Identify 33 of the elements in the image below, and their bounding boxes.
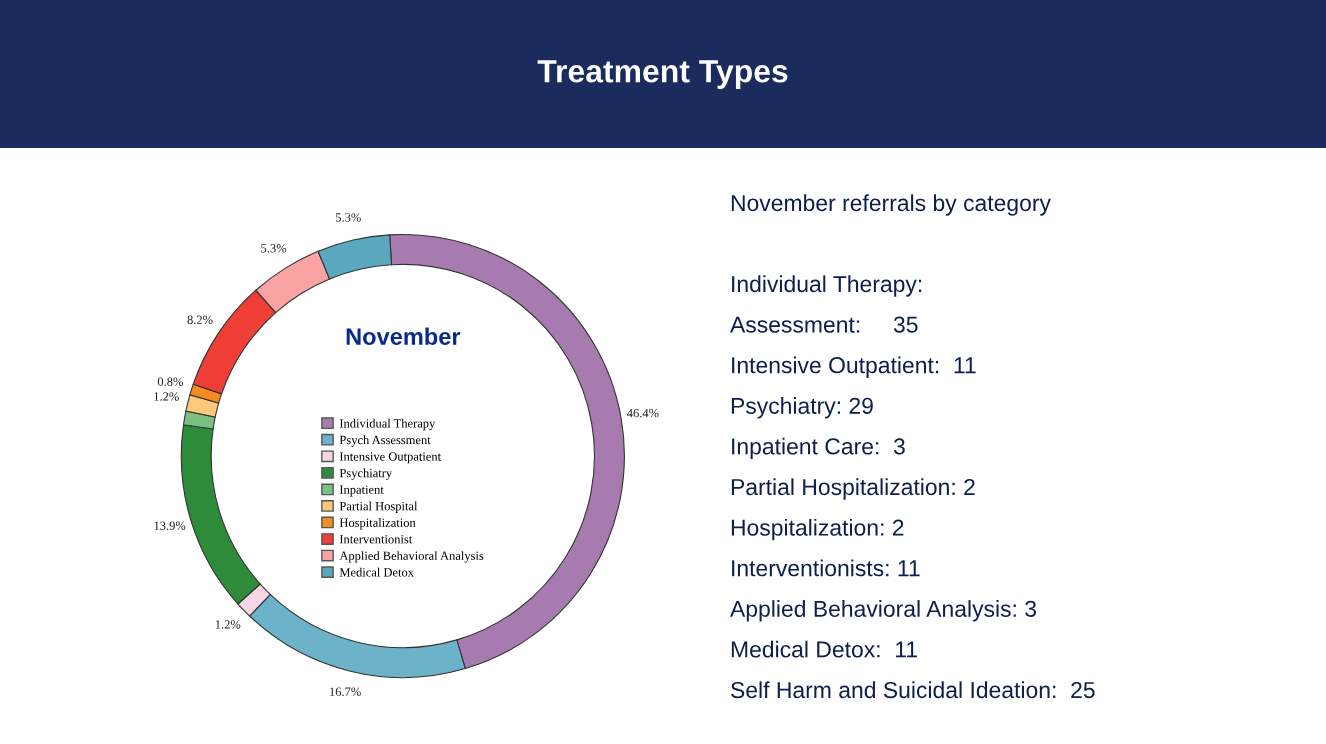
chart-title: Treatment Types [537,60,788,89]
text: Applied Behavioral Analysis: 3 [730,600,1037,622]
data-label: 46.4% [627,408,659,418]
text: November referrals by category [731,194,1051,216]
legend-label: Individual Therapy [339,418,436,431]
data-label: 13.9% [154,521,186,531]
text: Assessment: 35 [730,316,918,333]
legend-label: Medical Detox [339,567,414,577]
text: Individual Therapy: [732,275,922,297]
text: Hospitalization: 2 [731,518,904,541]
legend-label: Inpatient [339,485,384,497]
text: Medical Detox: 11 [731,640,917,658]
text: Partial Hospitalization: 2 [731,478,975,500]
legend-label: Psych Assessment [339,435,431,447]
text: Inpatient Care: 3 [732,437,905,460]
data-label: 16.7% [330,687,361,696]
text: Psychiatry: 29 [731,397,873,419]
text: Interventionists: 11 [732,559,920,577]
legend-label: Intensive Outpatient [339,452,442,464]
legend-label: Hospitalization [339,518,416,530]
text: Intensive Outpatient: 11 [732,356,976,378]
legend-label: Partial Hospital [339,501,418,513]
legend-label: Interventionist [339,535,413,544]
data-label: 1.2% [215,620,241,629]
data-label: 5.3% [261,244,287,253]
legend-label: Psychiatry [339,468,393,480]
data-label: 5.3% [335,213,361,222]
data-label: 0.8% [157,377,183,386]
data-label: 8.2% [187,315,213,325]
legend-label: Applied Behavioral Analysis [339,551,484,563]
data-label: 1.2% [154,392,179,401]
text: Self Harm and Suicidal Ideation: 25 [731,681,1095,699]
text: November [346,327,461,345]
